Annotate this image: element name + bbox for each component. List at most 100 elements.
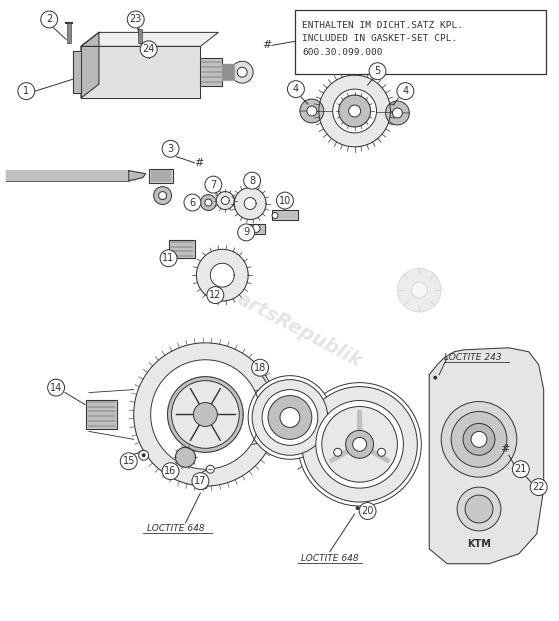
Polygon shape (196, 249, 248, 301)
Bar (295, 9, 546, 74)
Polygon shape (86, 399, 117, 429)
Polygon shape (176, 447, 196, 467)
Circle shape (441, 402, 517, 477)
Polygon shape (221, 197, 229, 204)
Circle shape (207, 287, 224, 304)
Polygon shape (200, 58, 222, 86)
Circle shape (433, 376, 437, 379)
Polygon shape (319, 75, 390, 147)
Bar (272, 211, 298, 220)
Polygon shape (81, 32, 99, 98)
Polygon shape (339, 95, 371, 127)
Text: 2: 2 (46, 14, 53, 24)
Text: 24: 24 (143, 44, 155, 54)
Polygon shape (81, 47, 200, 98)
Circle shape (345, 430, 373, 458)
Text: 6: 6 (190, 197, 196, 207)
Bar (149, 169, 173, 183)
Polygon shape (371, 450, 390, 463)
Polygon shape (248, 224, 265, 234)
Circle shape (160, 250, 177, 266)
Text: KTM: KTM (467, 539, 491, 549)
Circle shape (397, 83, 414, 99)
Circle shape (322, 407, 397, 482)
Text: 5: 5 (375, 66, 381, 76)
Circle shape (237, 67, 247, 77)
Text: #: # (500, 444, 510, 455)
Polygon shape (73, 52, 81, 93)
Text: 11: 11 (163, 253, 174, 263)
Circle shape (465, 495, 493, 523)
Polygon shape (129, 171, 146, 181)
Circle shape (369, 63, 386, 79)
Polygon shape (429, 348, 544, 564)
Circle shape (172, 381, 239, 448)
Text: 600.30.099.000: 600.30.099.000 (302, 48, 382, 57)
Circle shape (307, 106, 317, 116)
Circle shape (302, 387, 418, 502)
Text: 14: 14 (50, 383, 62, 392)
Circle shape (41, 11, 58, 28)
Circle shape (530, 479, 547, 496)
Bar (169, 240, 196, 258)
Circle shape (140, 41, 157, 58)
Circle shape (162, 140, 179, 157)
Circle shape (238, 224, 254, 241)
Circle shape (206, 465, 214, 473)
Bar (248, 224, 265, 234)
Text: LOCTITE 648: LOCTITE 648 (301, 555, 358, 563)
Circle shape (146, 47, 154, 55)
Text: 3: 3 (168, 144, 174, 154)
Polygon shape (234, 188, 266, 219)
Polygon shape (149, 169, 173, 183)
Circle shape (159, 192, 167, 199)
Polygon shape (168, 377, 243, 452)
Text: INCLUDED IN GASKET-SET CPL.: INCLUDED IN GASKET-SET CPL. (302, 34, 457, 43)
Circle shape (205, 176, 222, 193)
Text: 15: 15 (122, 456, 135, 466)
Circle shape (18, 83, 35, 99)
Text: #: # (194, 158, 203, 168)
Circle shape (316, 401, 404, 488)
Polygon shape (134, 343, 277, 486)
Text: 21: 21 (515, 465, 527, 474)
Circle shape (397, 268, 441, 312)
Polygon shape (272, 211, 298, 220)
Text: 17: 17 (194, 476, 207, 486)
Text: 18: 18 (254, 363, 266, 373)
Polygon shape (81, 32, 219, 47)
Circle shape (386, 101, 409, 125)
Circle shape (184, 194, 201, 211)
Text: 23: 23 (130, 14, 142, 24)
Circle shape (451, 412, 507, 467)
Bar (138, 29, 141, 43)
Text: #: # (262, 40, 272, 50)
Text: 16: 16 (164, 466, 177, 476)
Bar (67, 24, 71, 43)
Text: 12: 12 (209, 290, 221, 300)
Circle shape (139, 450, 149, 460)
Circle shape (287, 81, 305, 97)
Text: 22: 22 (533, 482, 545, 492)
Circle shape (200, 194, 216, 211)
Circle shape (513, 461, 529, 478)
Circle shape (262, 389, 318, 445)
Circle shape (48, 379, 65, 396)
Circle shape (463, 424, 495, 455)
Circle shape (248, 376, 331, 460)
Polygon shape (169, 240, 196, 258)
Circle shape (411, 282, 427, 298)
Polygon shape (222, 64, 234, 80)
Text: 20: 20 (361, 506, 374, 516)
Text: 8: 8 (249, 176, 255, 186)
Circle shape (356, 506, 359, 510)
Circle shape (333, 89, 377, 133)
Text: 4: 4 (293, 84, 299, 94)
Circle shape (193, 402, 217, 427)
Circle shape (349, 105, 361, 117)
Text: artsRepublik: artsRepublik (234, 289, 366, 371)
Circle shape (377, 448, 386, 456)
Text: 7: 7 (210, 179, 216, 189)
Text: 9: 9 (243, 227, 249, 237)
Text: 10: 10 (279, 196, 291, 206)
